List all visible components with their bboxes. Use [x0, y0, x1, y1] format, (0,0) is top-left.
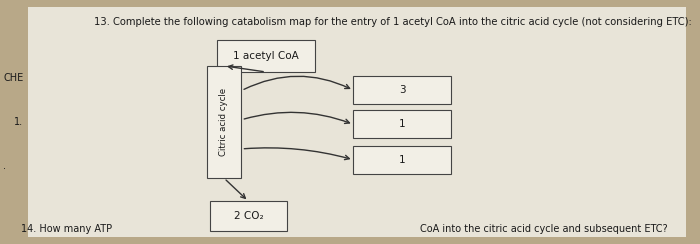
- FancyBboxPatch shape: [217, 40, 315, 72]
- Text: 2 CO₂: 2 CO₂: [234, 211, 263, 221]
- FancyBboxPatch shape: [354, 146, 452, 174]
- FancyBboxPatch shape: [206, 66, 242, 178]
- FancyBboxPatch shape: [354, 110, 452, 138]
- Text: 1: 1: [399, 120, 406, 129]
- Text: .: .: [4, 161, 6, 171]
- Text: 3: 3: [399, 85, 406, 95]
- Text: 1 acetyl CoA: 1 acetyl CoA: [233, 51, 299, 61]
- FancyBboxPatch shape: [210, 201, 287, 231]
- FancyBboxPatch shape: [28, 7, 686, 237]
- Text: 1: 1: [399, 155, 406, 165]
- Text: 1.: 1.: [14, 117, 23, 127]
- FancyBboxPatch shape: [354, 76, 452, 104]
- Text: CHE: CHE: [4, 73, 24, 83]
- Text: 14. How many ATP: 14. How many ATP: [21, 224, 112, 234]
- Text: 13. Complete the following catabolism map for the entry of 1 acetyl CoA into the: 13. Complete the following catabolism ma…: [94, 17, 692, 27]
- Text: CoA into the citric acid cycle and subsequent ETC?: CoA into the citric acid cycle and subse…: [420, 224, 668, 234]
- Text: Citric acid cycle: Citric acid cycle: [220, 88, 228, 156]
